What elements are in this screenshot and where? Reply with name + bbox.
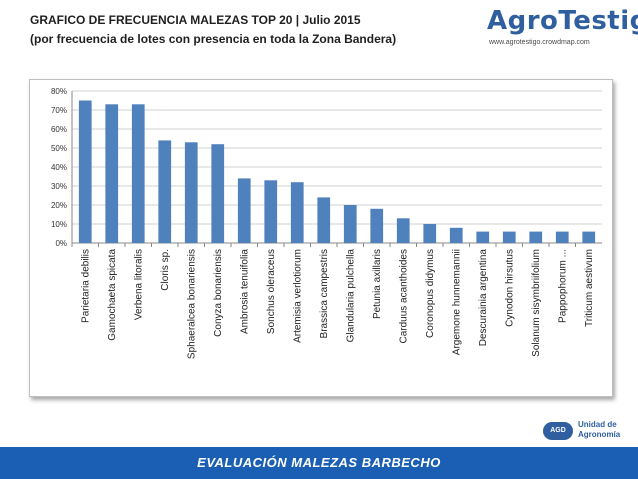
- x-tick-label: Solanum sisymbriifolium: [531, 249, 542, 357]
- y-tick-label: 60%: [51, 125, 67, 134]
- chart-subtitle: (por frecuencia de lotes con presencia e…: [30, 32, 397, 46]
- bar: [396, 218, 410, 243]
- banner-text: EVALUACIÓN MALEZAS BARBECHO: [197, 455, 441, 470]
- bar: [78, 100, 92, 243]
- bar: [529, 231, 543, 243]
- x-tick-label: Verbena litoralis: [133, 249, 144, 320]
- x-tick-label: Parietaria debilis: [80, 249, 91, 323]
- bar: [290, 182, 304, 243]
- x-tick-label: Ambrosia tenuifolia: [239, 249, 250, 334]
- bar: [449, 227, 463, 243]
- x-tick-label: Coronopus didymus: [425, 249, 436, 338]
- x-tick-label: Cynodon hirsutus: [504, 249, 515, 327]
- y-tick-label: 10%: [51, 220, 67, 229]
- x-tick-label: Pappophorum ...: [557, 249, 568, 323]
- x-tick-label: Brassica campestris: [319, 249, 330, 338]
- x-tick-label: Descurainia argentina: [478, 249, 489, 347]
- bar: [555, 231, 569, 243]
- x-tick-label: Sphaeralcea bonariensis: [186, 249, 197, 359]
- x-tick-label: Argemone hunnemannii: [451, 249, 462, 355]
- unidad-line: Unidad de: [578, 420, 617, 429]
- bar: [317, 197, 331, 243]
- bar: [158, 140, 172, 243]
- y-tick-label: 20%: [51, 201, 67, 210]
- x-tick-label: Carduus acanthoides: [398, 249, 409, 344]
- y-tick-label: 30%: [51, 182, 67, 191]
- bar: [184, 142, 198, 243]
- bar: [105, 104, 119, 243]
- bar: [343, 205, 357, 243]
- agronomia-line: Agronomía: [578, 430, 621, 439]
- bar: [237, 178, 251, 243]
- y-tick-label: 40%: [51, 163, 67, 172]
- bar: [370, 208, 384, 243]
- bar: [582, 231, 596, 243]
- y-tick-label: 80%: [51, 87, 67, 96]
- x-tick-label: Artemisia verlotiorum: [292, 249, 303, 343]
- y-tick-label: 70%: [51, 106, 67, 115]
- x-tick-label: Gamochaeta spicata: [107, 249, 118, 341]
- x-tick-label: Glandularia pulchella: [345, 249, 356, 343]
- bar: [502, 231, 516, 243]
- y-tick-label: 50%: [51, 144, 67, 153]
- bottom-banner: EVALUACIÓN MALEZAS BARBECHO: [0, 447, 638, 479]
- chart-title: GRAFICO DE FRECUENCIA MALEZAS TOP 20 | J…: [30, 13, 361, 27]
- logo-url: www.agrotestigo.crowdmap.com: [489, 39, 590, 46]
- bar: [211, 144, 225, 243]
- agrotestigo-logo: AgroTestigo www.agrotestigo.crowdmap.com: [487, 6, 638, 50]
- x-tick-label: Conyza bonariensis: [213, 249, 224, 337]
- bar: [131, 104, 145, 243]
- unidad-agronomia-text: Unidad de Agronomía: [578, 420, 634, 440]
- logo-name: AgroTestigo: [487, 6, 638, 36]
- bar: [476, 231, 490, 243]
- unidad-agronomia-logo: AGD Unidad de Agronomía: [543, 419, 631, 447]
- bar: [423, 224, 437, 243]
- y-tick-label: 0%: [55, 239, 67, 248]
- x-tick-label: Cloris sp.: [160, 249, 171, 291]
- x-tick-label: Sonchus oleraceus: [266, 249, 277, 334]
- x-tick-label: Triticum aestivum: [584, 249, 595, 327]
- chart-frame: 0% 10% 20% 30% 40% 50% 60% 70% 80% Parietaria deb…: [29, 79, 613, 397]
- bar: [264, 180, 278, 243]
- x-tick-label: Petunia axillaris: [372, 249, 383, 319]
- agd-badge: AGD: [543, 422, 573, 440]
- bar-chart: 0% 10% 20% 30% 40% 50% 60% 70% 80% Parietaria deb…: [51, 87, 602, 359]
